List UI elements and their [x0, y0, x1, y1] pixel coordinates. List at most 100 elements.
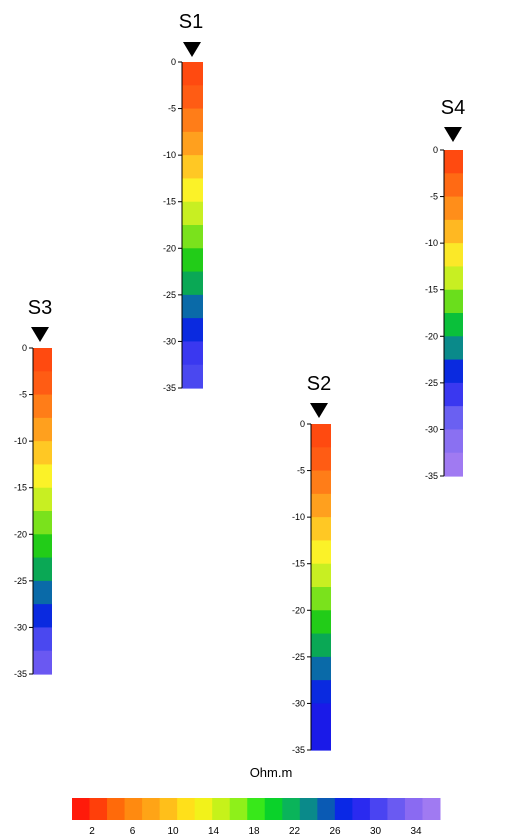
- resistivity-band: [444, 452, 463, 477]
- color-scale-swatch: [387, 798, 406, 820]
- resistivity-band: [444, 406, 463, 431]
- resistivity-band: [182, 62, 203, 86]
- resistivity-band: [444, 359, 463, 384]
- resistivity-band: [33, 604, 52, 629]
- depth-tick-label: -30: [163, 336, 176, 346]
- resistivity-band: [444, 382, 463, 407]
- depth-tick-label: -35: [163, 383, 176, 393]
- color-scale-tick-label: 30: [370, 826, 382, 836]
- resistivity-band: [182, 271, 203, 296]
- depth-tick-label: -15: [163, 197, 176, 207]
- depth-tick-label: -25: [425, 378, 438, 388]
- resistivity-band: [33, 557, 52, 582]
- color-scale-swatch: [107, 798, 126, 820]
- resistivity-band: [311, 424, 331, 448]
- sounding-s4-label: S4: [441, 97, 465, 119]
- depth-tick-label: -25: [292, 652, 305, 662]
- resistivity-band: [182, 131, 203, 156]
- depth-tick-label: -15: [425, 285, 438, 295]
- depth-tick-label: -35: [425, 471, 438, 481]
- depth-tick-label: -15: [292, 559, 305, 569]
- depth-tick-label: -35: [292, 745, 305, 755]
- color-scale-tick-label: 22: [289, 826, 301, 836]
- color-scale-swatch: [124, 798, 143, 820]
- color-scale-swatch: [177, 798, 196, 820]
- resistivity-band: [33, 464, 52, 489]
- resistivity-band: [444, 266, 463, 291]
- resistivity-band: [444, 313, 463, 337]
- depth-tick-label: 0: [22, 343, 27, 353]
- color-scale-swatch: [89, 798, 108, 820]
- color-scale-swatch: [264, 798, 283, 820]
- depth-tick-label: -5: [430, 192, 438, 202]
- depth-tick-label: -5: [168, 104, 176, 114]
- depth-tick-label: 0: [300, 419, 305, 429]
- resistivity-band: [311, 703, 331, 728]
- resistivity-band: [182, 201, 203, 226]
- color-scale: Ohm.m 2 6 10 14 18 22 26 30 34: [72, 765, 441, 836]
- color-scale-swatch: [369, 798, 388, 820]
- resistivity-band: [311, 563, 331, 588]
- color-scale-tick-label: 14: [208, 826, 220, 836]
- resistivity-band: [33, 441, 52, 466]
- resistivity-band: [182, 294, 203, 319]
- resistivity-band: [182, 341, 203, 366]
- sounding-s3-column: 0 -5 -10 -15 -20 -25 -30 -35: [14, 343, 52, 679]
- resistivity-band: [311, 656, 331, 681]
- resistivity-band: [444, 219, 463, 244]
- sounding-s4-marker-icon: [444, 127, 462, 142]
- depth-tick-label: -10: [425, 238, 438, 248]
- depth-tick-label: -10: [163, 150, 176, 160]
- resistivity-band: [444, 336, 463, 361]
- depth-tick-label: 0: [433, 145, 438, 155]
- depth-tick-label: -20: [14, 529, 27, 539]
- resistivity-band: [33, 650, 52, 675]
- resistivity-band: [182, 248, 203, 273]
- sounding-s1-column: 0 -5 -10 -15 -20 -25 -30 -35: [163, 57, 203, 393]
- sounding-s3-marker-icon: [31, 327, 49, 342]
- resistivity-band: [311, 470, 331, 495]
- resistivity-band: [444, 150, 463, 174]
- color-scale-swatch: [422, 798, 441, 820]
- color-scale-tick-label: 18: [248, 826, 260, 836]
- resistivity-band: [444, 289, 463, 314]
- color-scale-tick-label: 34: [410, 826, 422, 836]
- resistivity-band: [182, 155, 203, 180]
- depth-tick-label: -5: [297, 466, 305, 476]
- resistivity-band: [311, 610, 331, 635]
- resistivity-band: [444, 429, 463, 454]
- resistivity-band: [33, 371, 52, 396]
- resistivity-band: [33, 487, 52, 512]
- depth-tick-label: -20: [425, 331, 438, 341]
- resistivity-band: [33, 580, 52, 605]
- depth-tick-label: -20: [163, 243, 176, 253]
- color-scale-unit-label: Ohm.m: [250, 765, 293, 780]
- color-scale-swatch: [299, 798, 318, 820]
- depth-tick-label: -20: [292, 605, 305, 615]
- resistivity-band: [33, 511, 52, 535]
- resistivity-band: [311, 540, 331, 565]
- color-scale-swatch: [317, 798, 336, 820]
- color-scale-tick-label: 26: [329, 826, 341, 836]
- color-scale-tick-label: 6: [130, 826, 136, 836]
- sounding-s4-column: 0 -5 -10 -15 -20 -25 -30 -35: [425, 145, 463, 481]
- depth-tick-label: -25: [14, 576, 27, 586]
- depth-tick-label: -25: [163, 290, 176, 300]
- depth-tick-label: -35: [14, 669, 27, 679]
- color-scale-tick-label: 10: [167, 826, 179, 836]
- sounding-s1-marker-icon: [183, 42, 201, 57]
- resistivity-band: [182, 364, 203, 389]
- sounding-s2-label: S2: [307, 373, 331, 395]
- color-scale-ticks: 2 6 10 14 18 22 26 30 34: [89, 826, 422, 836]
- resistivity-band: [182, 178, 203, 203]
- resistivity-band: [182, 318, 203, 343]
- depth-tick-label: -30: [425, 424, 438, 434]
- sounding-s2-marker-icon: [310, 403, 328, 418]
- resistivity-band: [444, 173, 463, 198]
- resistivity-band: [311, 517, 331, 542]
- color-scale-bar: [72, 798, 441, 820]
- resistivity-band: [444, 196, 463, 221]
- color-scale-swatch: [229, 798, 248, 820]
- resistivity-band: [311, 726, 331, 751]
- resistivity-band: [33, 627, 52, 652]
